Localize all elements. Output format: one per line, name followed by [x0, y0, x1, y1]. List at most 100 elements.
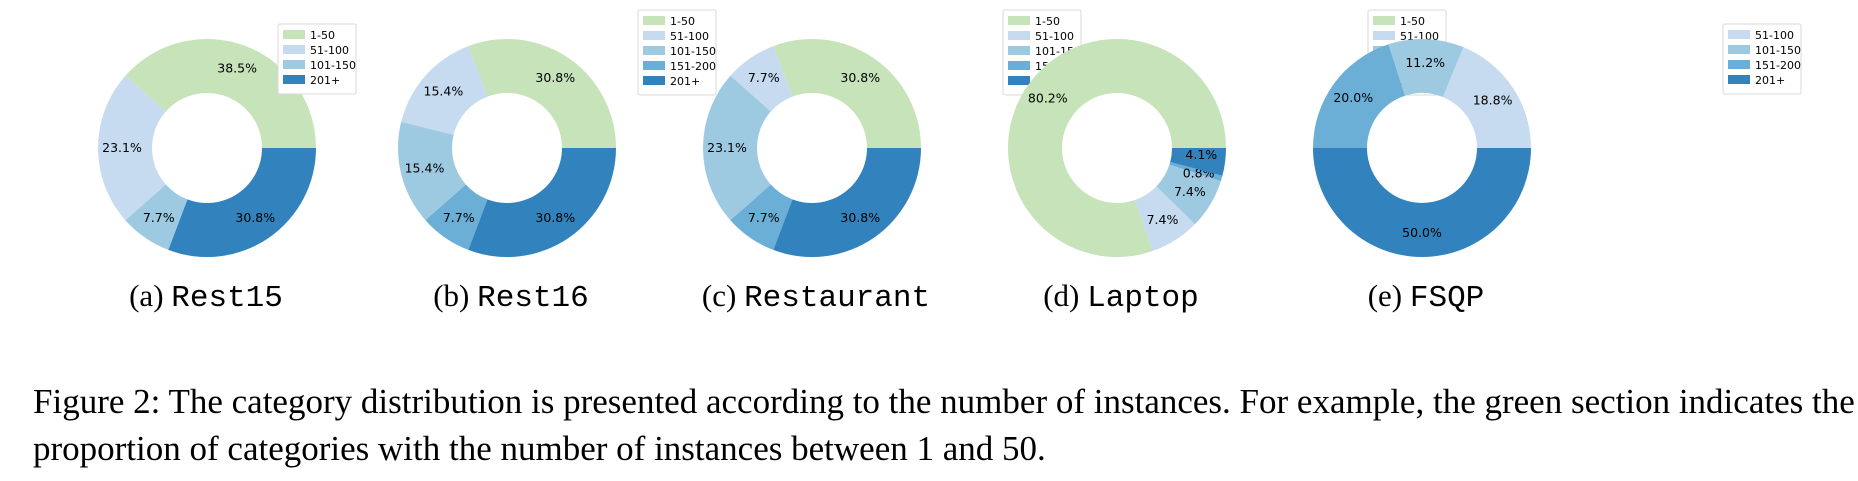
legend-label-51-100: 51-100	[1755, 29, 1794, 42]
slice-201+	[1170, 148, 1226, 176]
subcaption-prefix: (e)	[1367, 278, 1410, 313]
slice-1-50	[468, 38, 616, 148]
slice-51-100	[730, 46, 793, 112]
slice-51-100	[401, 46, 488, 135]
legend-swatch-101-150	[643, 46, 665, 55]
chart-panel-rest16: 30.8% 15.4% 15.4% 7.7% 30.8% 1-50 51-100 101-15…	[325, 0, 717, 330]
slice-201+	[1313, 148, 1531, 257]
slice-151-200	[1169, 162, 1223, 182]
legend-label-101-150: 101-150	[1755, 44, 1801, 57]
subcaption: (b) Rest16	[325, 278, 697, 316]
legend-swatch-1-50	[1373, 16, 1395, 25]
slice-label: 7.7%	[143, 210, 175, 225]
chart-panel-fsqp: 18.8% 11.2% 20.0% 50.0% 51-100 101-150 151-200…	[1240, 0, 1802, 330]
legend-label-51-100: 51-100	[310, 44, 349, 57]
subcaption-dataset-name: Rest16	[477, 281, 589, 316]
legend-label-1-50: 1-50	[1035, 15, 1060, 28]
slice-1-50	[773, 38, 921, 148]
slice-101-150	[703, 75, 771, 221]
slice-label: 30.8%	[535, 70, 575, 85]
subcaption-prefix: (d)	[1043, 278, 1088, 313]
slice-151-200	[425, 184, 488, 250]
slice-101-150	[1388, 39, 1464, 98]
legend-swatch-101-150	[1728, 45, 1750, 54]
legend-label-1-50: 1-50	[310, 29, 335, 42]
subcaption: (d) Laptop	[935, 278, 1307, 316]
legend-swatch-151-200	[1728, 60, 1750, 69]
slice-label: 50.0%	[1402, 225, 1442, 240]
subcaption: (e) FSQP	[1240, 278, 1612, 316]
slice-1-50	[125, 39, 317, 149]
subcaption: (c) Restaurant	[630, 278, 1002, 316]
slice-101-150	[398, 121, 466, 221]
donut-chart: 38.5% 23.1% 7.7% 30.8% 1-50 51-100 101-150 201+	[97, 23, 357, 257]
subcaption-dataset-name: Laptop	[1087, 281, 1199, 316]
slice-51-100	[97, 75, 166, 221]
legend-label-51-100: 51-100	[1035, 30, 1074, 43]
legend-label-201+: 201+	[1755, 74, 1785, 87]
slice-label: 30.8%	[535, 210, 575, 225]
legend-swatch-201+	[1008, 76, 1030, 85]
subcaption-prefix: (b)	[433, 278, 478, 313]
slice-label: 7.4%	[1174, 184, 1206, 199]
legend: 51-100 101-150 151-200 201+	[1722, 23, 1802, 95]
slice-label: 23.1%	[102, 140, 142, 155]
legend-swatch-101-150	[283, 60, 305, 69]
legend-swatch-1-50	[643, 16, 665, 25]
legend-swatch-201+	[283, 75, 305, 84]
legend-swatch-51-100	[643, 31, 665, 40]
legend: 1-50 51-100 101-150 151-200 201+	[637, 9, 717, 96]
legend-label-1-50: 1-50	[1400, 15, 1425, 28]
legend-label-201+: 201+	[670, 75, 700, 88]
slice-label: 7.7%	[748, 210, 780, 225]
slice-label: 80.2%	[1028, 91, 1068, 106]
legend-swatch-1-50	[283, 30, 305, 39]
slice-label: 30.8%	[235, 210, 275, 225]
legend-swatch-51-100	[283, 45, 305, 54]
slice-label: 7.7%	[748, 70, 780, 85]
slice-label: 7.4%	[1147, 212, 1179, 227]
slice-51-100	[1134, 186, 1195, 252]
legend-swatch-151-200	[1008, 61, 1030, 70]
legend-swatch-101-150	[1008, 46, 1030, 55]
slice-label: 38.5%	[217, 61, 257, 76]
slice-label: 4.1%	[1185, 147, 1217, 162]
slice-201+	[168, 148, 316, 257]
legend-swatch-201+	[1728, 75, 1750, 84]
legend-label-101-150: 101-150	[670, 45, 716, 58]
chart-panel-restaurant: 30.8% 7.7% 23.1% 7.7% 30.8% 1-50 51-100 101-150…	[630, 0, 1082, 330]
legend-label-151-200: 151-200	[1755, 59, 1801, 72]
legend-swatch-51-100	[1373, 31, 1395, 40]
slice-201+	[773, 148, 921, 257]
legend-swatch-51-100	[1728, 30, 1750, 39]
slice-label: 18.8%	[1473, 93, 1513, 108]
legend-swatch-1-50	[1008, 16, 1030, 25]
donut-chart: 18.8% 11.2% 20.0% 50.0% 51-100 101-150 151-200…	[1313, 23, 1802, 257]
slice-151-200	[1313, 44, 1406, 148]
legend-swatch-201+	[643, 76, 665, 85]
slice-label: 30.8%	[840, 70, 880, 85]
slice-label: 15.4%	[424, 84, 464, 99]
legend: 1-50 51-100 101-150 201+	[277, 23, 357, 95]
subcaption-dataset-name: Rest15	[171, 281, 283, 316]
legend-label-1-50: 1-50	[670, 15, 695, 28]
slice-101-150	[1156, 164, 1221, 225]
subcaption-prefix: (a)	[129, 278, 172, 313]
slice-label: 20.0%	[1333, 90, 1373, 105]
subcaption: (a) Rest15	[20, 278, 392, 316]
legend-swatch-151-200	[643, 61, 665, 70]
slice-label: 23.1%	[707, 140, 747, 155]
legend-label-151-200: 151-200	[670, 60, 716, 73]
legend-label-51-100: 51-100	[670, 30, 709, 43]
slice-151-200	[730, 184, 793, 250]
subcaption-prefix: (c)	[701, 278, 745, 313]
slice-101-150	[125, 184, 188, 250]
slice-label: 15.4%	[405, 160, 445, 175]
slice-201+	[468, 148, 616, 257]
slice-1-50	[1008, 38, 1226, 257]
figure-caption: Figure 2: The category distribution is p…	[33, 382, 1855, 468]
legend-swatch-51-100	[1008, 31, 1030, 40]
slice-51-100	[1442, 47, 1531, 149]
subcaption-dataset-name: FSQP	[1409, 281, 1485, 316]
